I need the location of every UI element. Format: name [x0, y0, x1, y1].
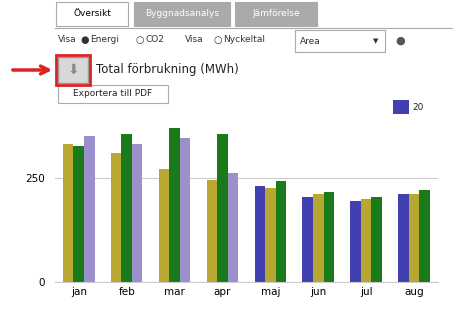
Bar: [276, 181, 286, 282]
Text: ⬇: ⬇: [67, 63, 79, 77]
Bar: [111, 153, 121, 282]
Bar: [121, 134, 132, 282]
Bar: [169, 128, 180, 282]
Bar: [84, 136, 95, 282]
Bar: [132, 144, 143, 282]
Bar: [228, 173, 238, 282]
Bar: [419, 190, 430, 282]
Bar: [313, 194, 323, 282]
Bar: [235, 2, 317, 26]
Text: ○: ○: [135, 35, 144, 45]
Bar: [207, 180, 217, 282]
Text: ●: ●: [80, 35, 88, 45]
Text: ○: ○: [213, 35, 222, 45]
Bar: [58, 85, 168, 103]
Bar: [159, 169, 169, 282]
Text: Exportera till PDF: Exportera till PDF: [73, 90, 153, 99]
Text: Visa: Visa: [185, 36, 204, 45]
Bar: [180, 138, 190, 282]
Bar: [58, 57, 88, 83]
Text: ▼: ▼: [373, 38, 378, 44]
Bar: [361, 199, 371, 282]
Text: Visa: Visa: [58, 36, 77, 45]
Text: Nyckeltal: Nyckeltal: [223, 36, 265, 45]
Text: Byggnadsanalys: Byggnadsanalys: [145, 9, 219, 18]
Bar: [63, 144, 73, 282]
Bar: [56, 55, 90, 85]
Text: Total förbrukning (MWh): Total förbrukning (MWh): [96, 64, 239, 76]
Bar: [265, 188, 276, 282]
Bar: [73, 146, 84, 282]
Bar: [56, 2, 128, 26]
Bar: [409, 194, 419, 282]
Text: Översikt: Översikt: [73, 9, 111, 18]
Bar: [398, 194, 409, 282]
Bar: [303, 197, 313, 282]
Bar: [295, 30, 385, 52]
Bar: [393, 100, 409, 114]
Text: CO2: CO2: [145, 36, 164, 45]
Bar: [350, 201, 361, 282]
Text: Energi: Energi: [90, 36, 119, 45]
Bar: [371, 197, 382, 282]
Bar: [323, 192, 334, 282]
Text: Jämförelse: Jämförelse: [252, 9, 300, 18]
Bar: [134, 2, 230, 26]
Bar: [217, 134, 228, 282]
Bar: [255, 186, 265, 282]
Text: Area: Area: [300, 37, 321, 46]
Text: 20: 20: [412, 103, 424, 111]
Text: ●: ●: [395, 36, 405, 46]
